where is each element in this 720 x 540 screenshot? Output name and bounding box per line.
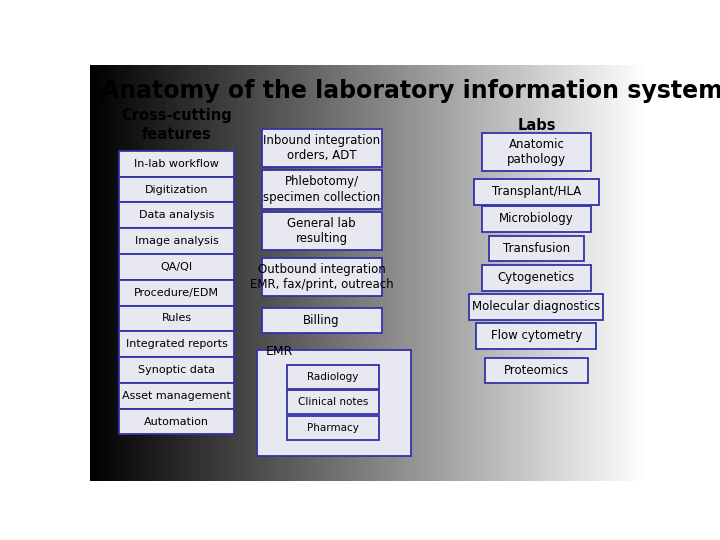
- FancyBboxPatch shape: [120, 202, 234, 228]
- Text: Rules: Rules: [161, 313, 192, 323]
- FancyBboxPatch shape: [485, 357, 588, 383]
- FancyBboxPatch shape: [120, 409, 234, 435]
- Text: Data analysis: Data analysis: [139, 210, 214, 220]
- FancyBboxPatch shape: [120, 280, 234, 306]
- Text: Billing: Billing: [303, 314, 340, 327]
- FancyBboxPatch shape: [477, 323, 596, 349]
- Text: Transfusion: Transfusion: [503, 242, 570, 255]
- FancyBboxPatch shape: [287, 416, 379, 440]
- FancyBboxPatch shape: [482, 265, 591, 291]
- FancyBboxPatch shape: [258, 349, 411, 456]
- Text: Procedure/EDM: Procedure/EDM: [134, 288, 219, 298]
- FancyBboxPatch shape: [287, 390, 379, 415]
- Text: Pharmacy: Pharmacy: [307, 423, 359, 433]
- Text: Cytogenetics: Cytogenetics: [498, 271, 575, 284]
- Text: Asset management: Asset management: [122, 391, 231, 401]
- Text: QA/QI: QA/QI: [161, 262, 192, 272]
- FancyBboxPatch shape: [261, 171, 382, 208]
- Text: Integrated reports: Integrated reports: [125, 339, 228, 349]
- FancyBboxPatch shape: [482, 133, 591, 171]
- Text: Microbiology: Microbiology: [499, 212, 574, 225]
- FancyBboxPatch shape: [469, 294, 603, 320]
- FancyBboxPatch shape: [120, 151, 234, 177]
- FancyBboxPatch shape: [120, 228, 234, 254]
- FancyBboxPatch shape: [120, 306, 234, 332]
- Text: Cross-cutting
features: Cross-cutting features: [121, 109, 232, 142]
- FancyBboxPatch shape: [120, 383, 234, 409]
- Text: Anatomic
pathology: Anatomic pathology: [507, 138, 566, 166]
- FancyBboxPatch shape: [482, 206, 591, 232]
- FancyBboxPatch shape: [489, 235, 584, 261]
- Text: Clinical notes: Clinical notes: [297, 397, 368, 407]
- Text: Radiology: Radiology: [307, 372, 359, 382]
- Text: Inbound integration
orders, ADT: Inbound integration orders, ADT: [263, 134, 380, 162]
- FancyBboxPatch shape: [474, 179, 599, 205]
- Text: Anatomy of the laboratory information system: Anatomy of the laboratory information sy…: [101, 79, 720, 103]
- FancyBboxPatch shape: [261, 258, 382, 296]
- FancyBboxPatch shape: [261, 308, 382, 333]
- Text: Labs: Labs: [517, 118, 556, 133]
- FancyBboxPatch shape: [287, 364, 379, 389]
- FancyBboxPatch shape: [120, 254, 234, 280]
- Text: Molecular diagnostics: Molecular diagnostics: [472, 300, 600, 313]
- Text: Automation: Automation: [144, 416, 209, 427]
- Text: EMR: EMR: [266, 345, 293, 358]
- Text: Synoptic data: Synoptic data: [138, 365, 215, 375]
- Text: Image analysis: Image analysis: [135, 236, 218, 246]
- FancyBboxPatch shape: [261, 212, 382, 250]
- FancyBboxPatch shape: [261, 129, 382, 167]
- Text: Flow cytometry: Flow cytometry: [491, 329, 582, 342]
- Text: General lab
resulting: General lab resulting: [287, 217, 356, 245]
- Text: Phlebotomy/
specimen collection: Phlebotomy/ specimen collection: [263, 176, 380, 204]
- Text: Proteomics: Proteomics: [504, 364, 569, 377]
- FancyBboxPatch shape: [120, 357, 234, 383]
- Text: Digitization: Digitization: [145, 185, 208, 194]
- Text: Transplant/HLA: Transplant/HLA: [492, 185, 581, 198]
- FancyBboxPatch shape: [120, 177, 234, 202]
- Text: Outbound integration
EMR, fax/print, outreach: Outbound integration EMR, fax/print, out…: [250, 262, 393, 291]
- Text: In-lab workflow: In-lab workflow: [134, 159, 219, 169]
- FancyBboxPatch shape: [120, 332, 234, 357]
